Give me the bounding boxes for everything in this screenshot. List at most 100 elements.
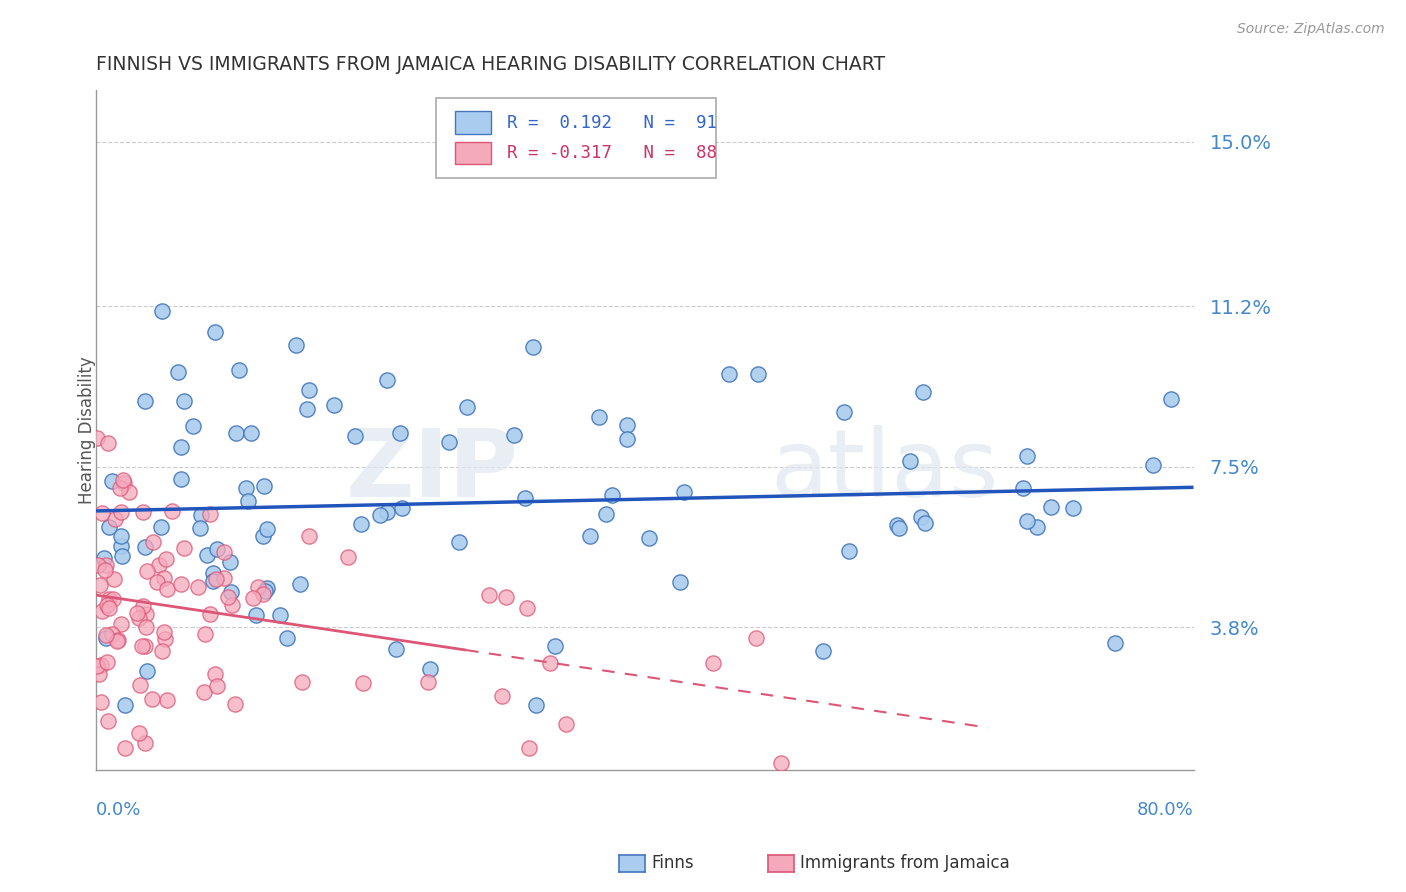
Point bbox=[97, 714, 120, 729]
Point bbox=[253, 479, 276, 493]
Point bbox=[252, 529, 274, 543]
Point bbox=[93, 551, 115, 566]
Point bbox=[745, 631, 768, 645]
Point bbox=[912, 384, 935, 399]
Text: Immigrants from Jamaica: Immigrants from Jamaica bbox=[800, 855, 1010, 872]
Point bbox=[207, 541, 229, 556]
Point bbox=[889, 521, 911, 535]
Point bbox=[770, 756, 793, 771]
Point bbox=[495, 590, 517, 604]
Point bbox=[886, 518, 908, 533]
Point bbox=[204, 325, 226, 339]
Point bbox=[110, 539, 132, 553]
Point bbox=[94, 628, 117, 642]
Point bbox=[447, 535, 470, 549]
Point bbox=[89, 578, 111, 592]
Point bbox=[97, 519, 120, 533]
Point bbox=[1142, 458, 1164, 472]
Point bbox=[344, 429, 367, 443]
Point bbox=[128, 678, 150, 692]
Point bbox=[253, 584, 276, 599]
Point bbox=[110, 505, 132, 519]
Point bbox=[86, 431, 108, 445]
Point bbox=[156, 693, 179, 707]
Point bbox=[252, 587, 274, 601]
Point bbox=[153, 624, 176, 639]
Point bbox=[236, 494, 259, 508]
Point bbox=[114, 741, 136, 756]
Point bbox=[295, 402, 318, 417]
Point bbox=[111, 549, 134, 563]
Point bbox=[385, 641, 408, 656]
Point bbox=[108, 481, 131, 495]
Point bbox=[90, 605, 112, 619]
Point bbox=[1104, 636, 1126, 650]
Point bbox=[103, 573, 125, 587]
Point bbox=[201, 566, 224, 580]
Point bbox=[1026, 519, 1049, 533]
Point bbox=[914, 516, 936, 531]
Point bbox=[538, 657, 561, 671]
Point bbox=[128, 725, 150, 739]
Point bbox=[173, 541, 195, 555]
Point bbox=[190, 508, 212, 522]
Point bbox=[811, 643, 834, 657]
Point bbox=[170, 440, 193, 454]
Point bbox=[212, 571, 235, 585]
Point bbox=[419, 662, 441, 676]
Point bbox=[201, 574, 224, 589]
Point bbox=[256, 581, 278, 595]
Point bbox=[491, 689, 513, 703]
Point bbox=[526, 698, 548, 713]
Point bbox=[352, 676, 374, 690]
Point bbox=[87, 666, 110, 681]
Point bbox=[503, 428, 526, 442]
Point bbox=[193, 685, 215, 699]
Point bbox=[240, 426, 263, 441]
Point bbox=[1039, 500, 1062, 515]
Point bbox=[1160, 392, 1182, 406]
Point bbox=[87, 558, 110, 573]
Point bbox=[155, 632, 177, 646]
Point bbox=[910, 510, 932, 524]
Point bbox=[135, 619, 157, 633]
Text: 0.0%: 0.0% bbox=[96, 801, 141, 819]
Point bbox=[169, 472, 191, 486]
Point bbox=[101, 592, 124, 607]
Point bbox=[110, 529, 132, 543]
Point bbox=[245, 607, 267, 622]
Point bbox=[747, 368, 769, 382]
Point bbox=[337, 550, 360, 565]
Point bbox=[1062, 500, 1084, 515]
Point bbox=[204, 573, 226, 587]
Point bbox=[212, 545, 235, 559]
Text: 80.0%: 80.0% bbox=[1137, 801, 1194, 819]
Text: atlas: atlas bbox=[770, 425, 1000, 516]
Point bbox=[194, 627, 217, 641]
Point bbox=[350, 516, 373, 531]
Point bbox=[368, 508, 391, 522]
Point bbox=[110, 616, 132, 631]
Point bbox=[205, 679, 228, 693]
Point bbox=[134, 639, 156, 653]
Point bbox=[134, 541, 156, 555]
Point bbox=[298, 529, 321, 543]
Point bbox=[91, 506, 114, 520]
Point bbox=[96, 435, 118, 450]
Point bbox=[153, 571, 176, 585]
Text: R =  0.192   N =  91: R = 0.192 N = 91 bbox=[508, 113, 717, 132]
Point bbox=[100, 475, 122, 489]
Point bbox=[1015, 449, 1038, 463]
Point bbox=[1017, 515, 1039, 529]
Point bbox=[1012, 481, 1035, 495]
Point bbox=[198, 507, 221, 521]
Text: ZIP: ZIP bbox=[346, 425, 519, 516]
Point bbox=[673, 484, 696, 499]
Point bbox=[170, 577, 193, 591]
Point bbox=[391, 501, 413, 516]
Point bbox=[588, 410, 610, 425]
Point bbox=[149, 519, 172, 533]
Point bbox=[90, 657, 112, 672]
Point bbox=[217, 590, 239, 604]
Text: Source: ZipAtlas.com: Source: ZipAtlas.com bbox=[1237, 22, 1385, 37]
